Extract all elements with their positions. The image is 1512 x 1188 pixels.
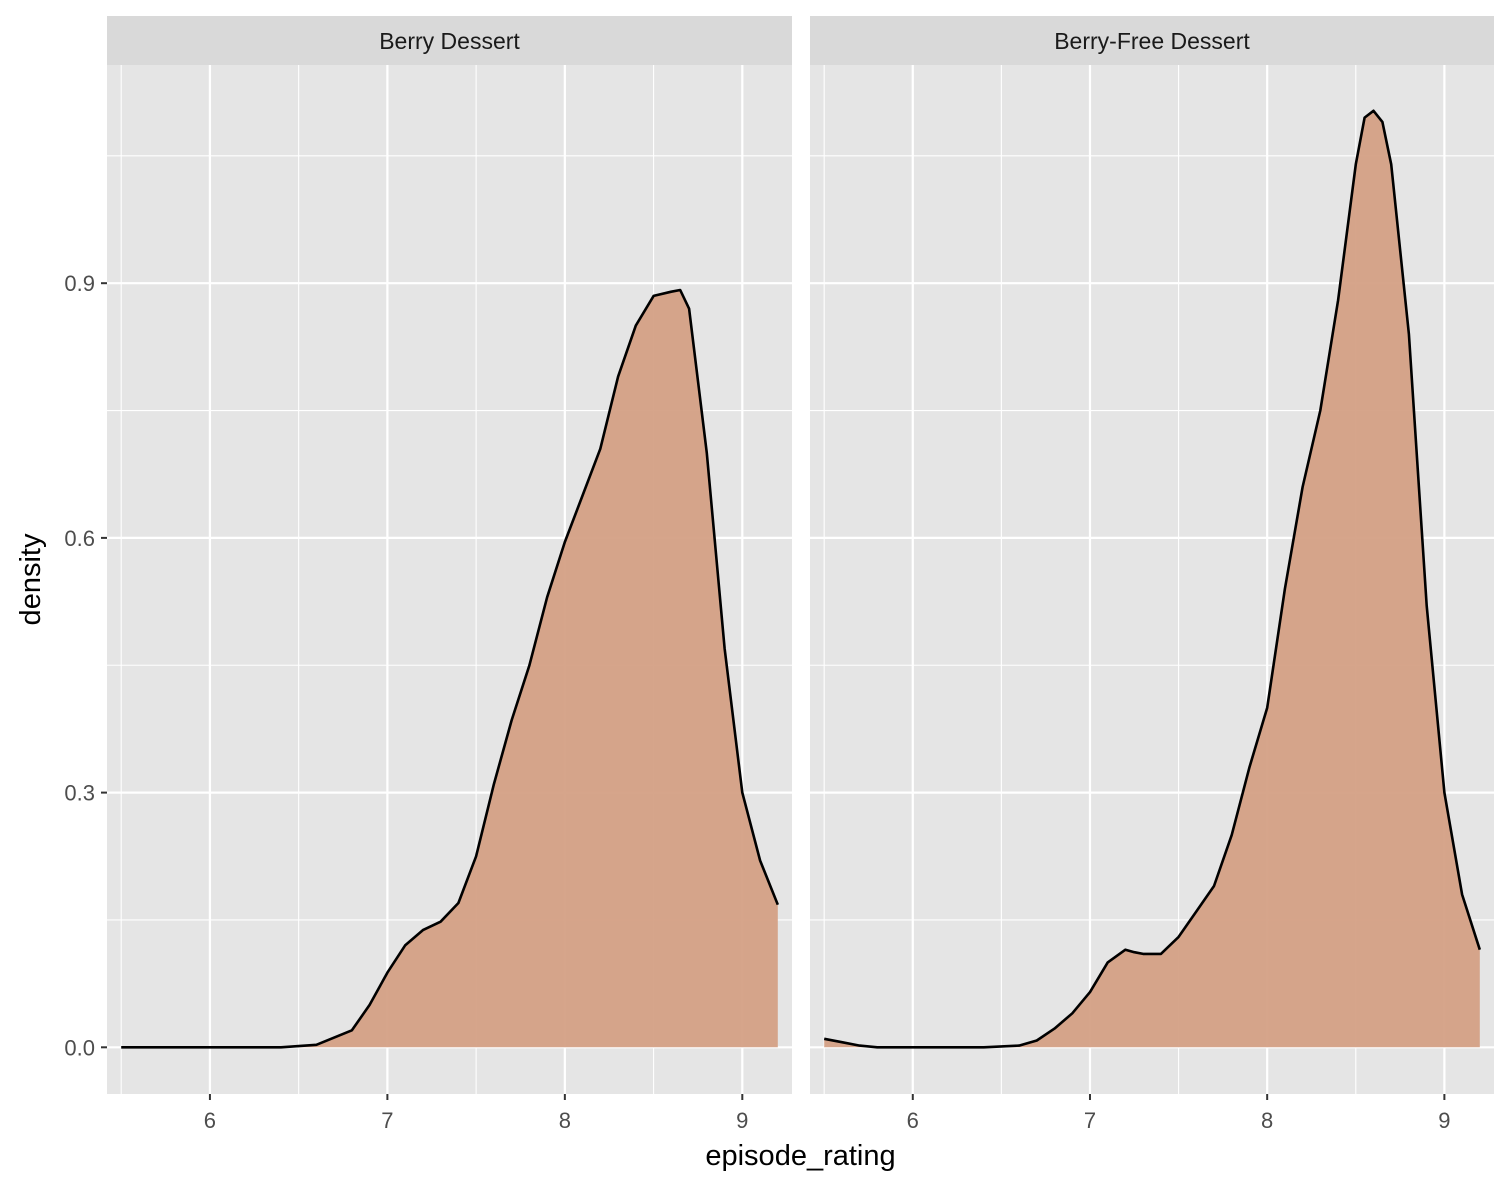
x-tick-label: 7 bbox=[1084, 1108, 1096, 1133]
y-tick-label: 0.6 bbox=[64, 526, 95, 551]
x-tick-label: 8 bbox=[1261, 1108, 1273, 1133]
density-area bbox=[824, 110, 1480, 1048]
x-tick-label: 6 bbox=[204, 1108, 216, 1133]
facet-strip bbox=[107, 16, 792, 65]
density-line bbox=[121, 288, 780, 1049]
y-tick-label: 0.3 bbox=[64, 781, 95, 806]
x-tick-label: 6 bbox=[907, 1108, 919, 1133]
density-area bbox=[121, 290, 778, 1048]
x-tick-label: 7 bbox=[381, 1108, 393, 1133]
x-tick-label: 8 bbox=[559, 1108, 571, 1133]
x-tick-label: 9 bbox=[1438, 1108, 1450, 1133]
y-tick-label: 0.9 bbox=[64, 271, 95, 296]
x-axis-title: episode_rating bbox=[705, 1140, 895, 1172]
y-axis-title: density bbox=[15, 533, 47, 625]
facet-strip-label: Berry Dessert bbox=[379, 28, 520, 54]
y-tick-label: 0.0 bbox=[64, 1035, 95, 1060]
density-line bbox=[823, 109, 1482, 1049]
facet-strip-label: Berry-Free Dessert bbox=[1054, 28, 1250, 54]
facet-strip bbox=[810, 16, 1494, 65]
x-tick-label: 9 bbox=[736, 1108, 748, 1133]
